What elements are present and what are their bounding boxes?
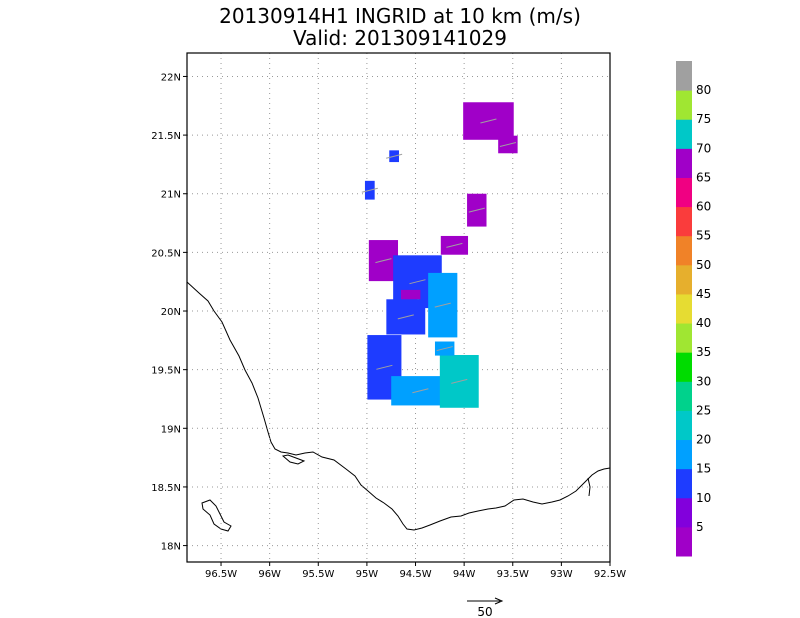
colorbar-segment	[676, 352, 692, 382]
vector-scale-arrowhead	[494, 597, 504, 605]
colorbar-segment	[676, 235, 692, 266]
colorbar-label: 25	[696, 403, 711, 417]
colorbar-label: 40	[696, 316, 711, 330]
wind-vector	[412, 388, 429, 394]
colorbar-segment	[676, 468, 692, 499]
y-tick-label: 21N	[161, 190, 181, 201]
plot-border	[186, 52, 611, 563]
y-tick-label: 22N	[161, 72, 181, 83]
colorbar-segment	[676, 410, 692, 441]
coast-inlet	[587, 477, 591, 497]
colorbar-segment	[676, 439, 692, 470]
colorbar-segment	[676, 497, 692, 528]
colorbar-label: 55	[696, 229, 711, 243]
colorbar-label: 75	[696, 112, 711, 126]
x-tick-label: 95.5W	[302, 569, 334, 580]
wind-vector	[446, 242, 463, 248]
colorbar-segment	[676, 293, 692, 324]
x-tick-label: 92.5W	[594, 569, 626, 580]
x-tick-label: 93.5W	[497, 569, 529, 580]
coastline	[186, 281, 611, 531]
colorbar-segment	[676, 177, 692, 208]
colorbar-label: 50	[696, 258, 711, 272]
chart-title: 20130914H1 INGRID at 10 km (m/s)	[219, 4, 581, 28]
colorbar-segment	[676, 206, 692, 237]
y-tick-label: 18.5N	[151, 483, 181, 494]
chart-subtitle: Valid: 201309141029	[293, 26, 507, 50]
y-tick-label: 19.5N	[151, 366, 181, 377]
x-tick-label: 94W	[453, 569, 476, 580]
wind-vector	[376, 364, 393, 370]
wind-vector	[361, 187, 378, 193]
x-tick-label: 93W	[550, 569, 573, 580]
lagoon-outline	[281, 454, 306, 465]
vector-scale-label: 50	[477, 605, 492, 618]
colorbar-label: 70	[696, 141, 711, 155]
x-tick-label: 96W	[258, 569, 281, 580]
colorbar-label: 30	[696, 374, 711, 388]
colorbar-label: 20	[696, 433, 711, 447]
wind-vector	[451, 378, 468, 384]
wind-vector	[468, 207, 485, 213]
peninsula-outline	[201, 499, 232, 532]
colorbar-segment	[676, 148, 692, 178]
colorbar-segment	[676, 61, 692, 91]
colorbar-segment	[676, 323, 692, 353]
colorbar-label: 80	[696, 83, 711, 97]
colorbar-label: 10	[696, 491, 711, 505]
colorbar-label: 60	[696, 200, 711, 214]
colorbar-segment	[676, 119, 692, 149]
y-tick-label: 19N	[161, 424, 181, 435]
colorbar-segment	[676, 526, 692, 557]
wind-vector	[375, 258, 392, 264]
x-tick-label: 94.5W	[399, 569, 431, 580]
wind-vector	[397, 314, 414, 320]
colorbar-segment	[676, 381, 692, 411]
y-tick-label: 21.5N	[151, 131, 181, 142]
y-tick-label: 18N	[161, 542, 181, 553]
wind-vector	[436, 346, 453, 352]
colorbar-label: 5	[696, 520, 704, 534]
colorbar-segment	[676, 264, 692, 295]
wind-vector	[386, 153, 403, 159]
colorbar-label: 35	[696, 345, 711, 359]
colorbar-segment	[676, 90, 692, 120]
colorbar-label: 15	[696, 462, 711, 476]
wind-vector	[480, 118, 497, 124]
colorbar-label: 45	[696, 287, 711, 301]
x-tick-label: 95W	[356, 569, 379, 580]
y-tick-label: 20N	[161, 307, 181, 318]
wind-vector	[409, 279, 426, 285]
colorbar-label: 65	[696, 170, 711, 184]
y-tick-label: 20.5N	[151, 248, 181, 259]
wind-vector	[499, 141, 517, 147]
x-tick-label: 96.5W	[205, 569, 237, 580]
wind-vector	[434, 302, 451, 308]
